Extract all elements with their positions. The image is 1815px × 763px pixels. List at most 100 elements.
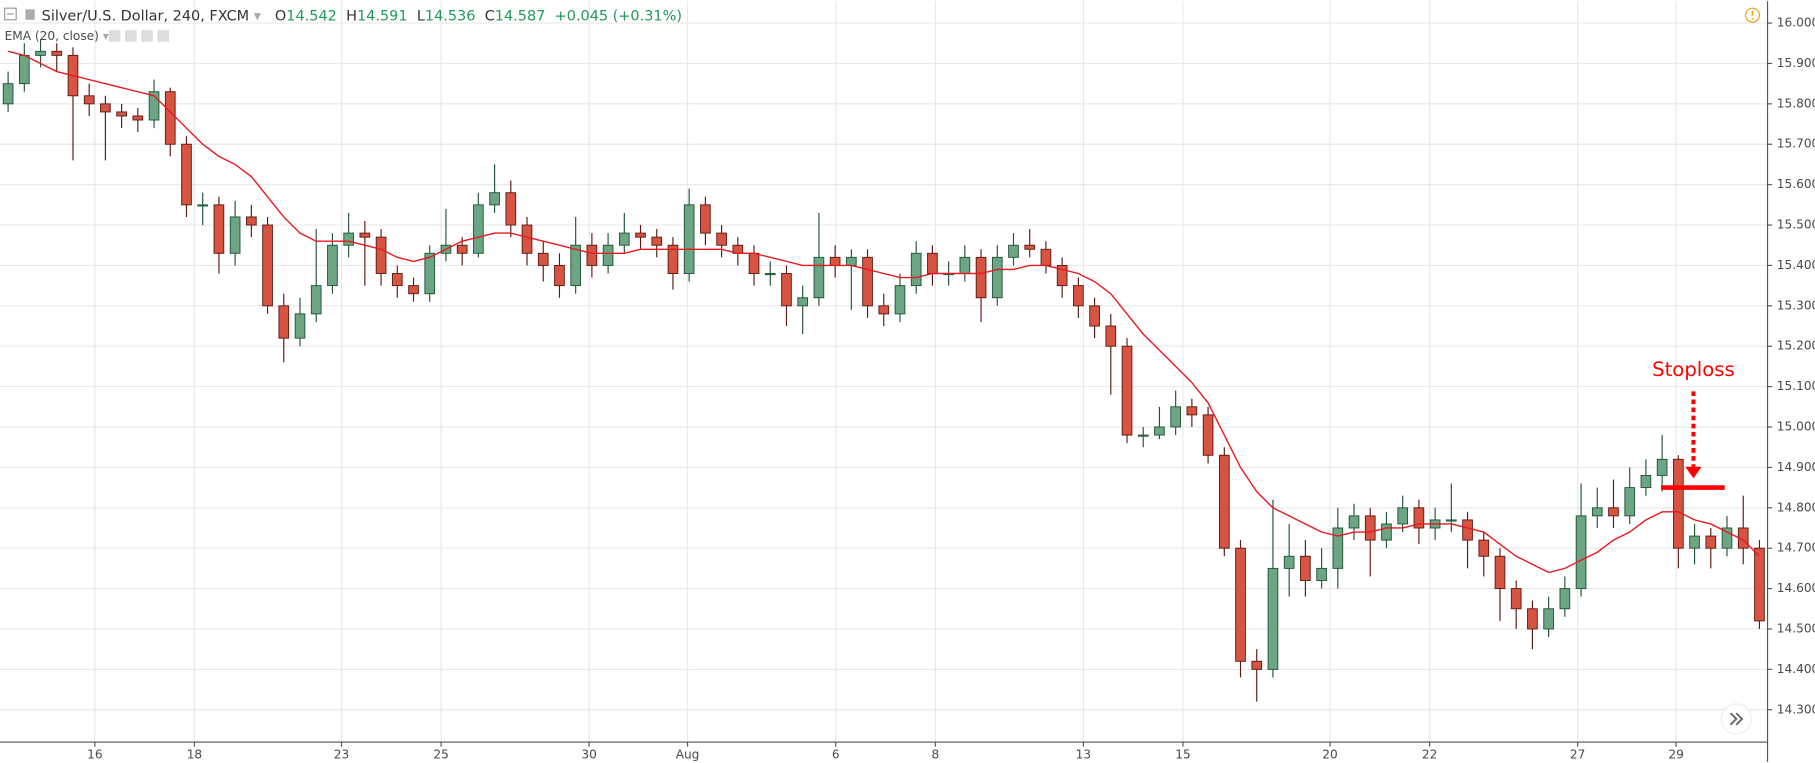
candle-body <box>1154 426 1165 436</box>
candle-body <box>537 252 549 266</box>
candle-body <box>959 256 971 274</box>
x-tick-label: 8 <box>931 747 939 761</box>
change-value: +0.045 (+0.31%) <box>555 8 682 24</box>
high-label: H <box>346 8 357 24</box>
button[interactable] <box>125 30 137 42</box>
legend-label: EMA (20, close) <box>5 28 99 42</box>
collapse-icon[interactable] <box>4 7 17 21</box>
candle-body <box>586 244 598 266</box>
x-tick-label: 16 <box>87 747 102 761</box>
candle-body <box>489 192 500 206</box>
candle-body <box>667 244 679 274</box>
scroll-button-icon <box>1729 712 1744 726</box>
candle-body <box>456 244 468 254</box>
candle-body <box>991 256 1003 299</box>
symbol-icon <box>25 9 35 20</box>
candle-body <box>813 256 825 299</box>
candle-body <box>1575 515 1587 590</box>
button[interactable] <box>108 30 121 42</box>
candle-body <box>1527 608 1538 630</box>
y-tick-label: 15.700 <box>1777 137 1815 151</box>
candle-body <box>100 103 111 113</box>
candle-body <box>1348 515 1360 529</box>
candle-body <box>229 216 241 254</box>
candle-body <box>878 305 890 315</box>
indicator-legend: EMA (20, close) ▾ <box>5 28 110 42</box>
ema-line <box>7 50 1760 574</box>
candle-body <box>1202 414 1214 456</box>
candle-body <box>1267 567 1279 670</box>
candle-body <box>683 204 695 274</box>
candle-body <box>570 244 581 287</box>
dropdown-caret[interactable]: ▾ <box>103 28 110 42</box>
candle-body <box>894 285 906 315</box>
candle-body <box>1624 487 1636 517</box>
candle-body <box>1689 535 1700 549</box>
candle-body <box>975 256 987 299</box>
candle-body <box>1591 507 1603 517</box>
candle-body <box>618 232 630 246</box>
candle-body <box>846 256 857 266</box>
candle-body <box>1478 539 1490 557</box>
chart-title: Silver/U.S. Dollar, 240, FXCM <box>42 8 250 24</box>
candle-body <box>391 273 403 287</box>
candle-body <box>1137 434 1149 437</box>
candle-body <box>1332 527 1344 569</box>
candle-body <box>1543 608 1554 630</box>
candle-body <box>132 115 144 121</box>
candle-body <box>748 252 760 274</box>
candle-body <box>181 143 192 206</box>
candle-body <box>1721 527 1733 549</box>
candle-body <box>1073 285 1084 307</box>
candle-body <box>1656 458 1668 476</box>
candle-body <box>602 244 614 266</box>
candle-body <box>408 285 419 295</box>
x-tick-label: 15 <box>1175 747 1190 761</box>
warning-icon-dot <box>1751 17 1754 20</box>
candle-body <box>1397 507 1409 525</box>
candle-body <box>2 83 14 105</box>
candle-body <box>1640 475 1652 489</box>
candle-body <box>246 216 257 226</box>
candle-body <box>197 204 209 207</box>
y-tick-label: 15.200 <box>1777 339 1815 353</box>
candle-body <box>781 273 792 307</box>
candle-body <box>375 236 387 274</box>
y-tick-label: 15.100 <box>1777 379 1815 393</box>
candle-body <box>278 305 290 339</box>
candle-body <box>1008 244 1019 258</box>
candle-body <box>521 224 533 254</box>
candle-body <box>1559 588 1571 610</box>
candle-body <box>1300 555 1311 581</box>
candle-body <box>797 297 809 307</box>
indicator-buttons <box>108 30 169 42</box>
x-tick-label: 23 <box>334 747 349 761</box>
candle-body <box>1446 519 1457 522</box>
dropdown-caret[interactable]: ▾ <box>254 8 262 24</box>
y-tick-label: 15.400 <box>1777 258 1815 272</box>
x-tick-label: 18 <box>187 747 202 761</box>
candle-body <box>310 285 322 315</box>
candle-body <box>1024 244 1036 250</box>
warning-icon[interactable] <box>1744 7 1761 23</box>
candle-body <box>1705 535 1717 549</box>
plot-area <box>2 39 1765 702</box>
y-tick-label: 15.500 <box>1777 218 1815 232</box>
button[interactable] <box>141 30 153 42</box>
close-value: 14.587 <box>495 8 546 24</box>
candle-body <box>1056 264 1068 287</box>
chart-header: Silver/U.S. Dollar, 240, FXCM ▾ O14.542 … <box>42 8 682 24</box>
candle-body <box>1754 547 1765 622</box>
annotation-text: Stoploss <box>1652 358 1735 381</box>
candle-body <box>716 232 727 246</box>
y-tick-label: 14.800 <box>1777 500 1815 514</box>
candle-body <box>829 256 841 266</box>
candle-body <box>164 91 176 145</box>
candle-body <box>700 204 711 234</box>
button[interactable] <box>157 30 169 42</box>
y-tick-label: 14.600 <box>1777 581 1815 595</box>
candle-body <box>554 264 565 287</box>
